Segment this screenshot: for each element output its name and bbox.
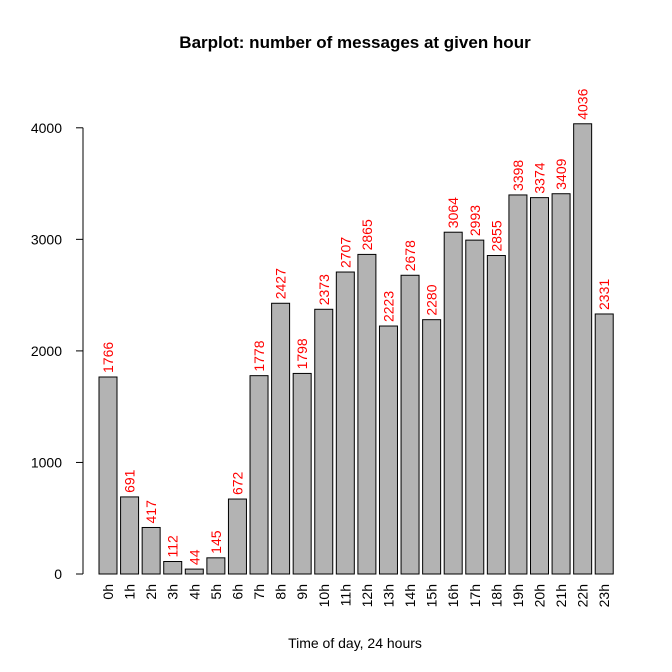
- data-label-7h: 1778: [251, 340, 267, 371]
- bar-18h: [486, 255, 506, 575]
- data-label-15h: 2280: [424, 284, 440, 315]
- bar-15h: [422, 319, 442, 575]
- x-tick-label-12h: 12h: [359, 584, 375, 607]
- bar-16h: [443, 231, 463, 575]
- y-tick-label: 0: [54, 566, 62, 582]
- bar-4h: [184, 568, 204, 575]
- data-label-13h: 2223: [380, 291, 396, 322]
- bars-group: [98, 123, 614, 575]
- x-tick-label-20h: 20h: [532, 584, 548, 607]
- x-tick-label-19h: 19h: [510, 584, 526, 607]
- x-tick-labels-group: 0h 1h 2h 3h 4h 5h 6h 7h 8h 9h 10h 11h 12h 13h 14h 15h 16…: [100, 584, 612, 607]
- x-tick-label-21h: 21h: [553, 584, 569, 607]
- bar-12h: [357, 253, 377, 575]
- bar-11h: [335, 271, 355, 575]
- data-label-21h: 3409: [553, 158, 569, 189]
- data-label-14h: 2678: [402, 240, 418, 271]
- data-label-16h: 3064: [445, 197, 461, 228]
- data-label-9h: 1798: [294, 338, 310, 369]
- bar-3h: [163, 561, 183, 575]
- data-label-3h: 112: [165, 535, 181, 558]
- y-tick-label: 4000: [31, 120, 62, 136]
- x-tick-label-7h: 7h: [251, 584, 267, 600]
- y-tick-label: 1000: [31, 454, 62, 470]
- data-label-11h: 2707: [337, 237, 353, 268]
- x-tick-label-14h: 14h: [402, 584, 418, 607]
- data-label-10h: 2373: [316, 274, 332, 305]
- x-tick-label-22h: 22h: [575, 584, 591, 607]
- bar-23h: [594, 313, 614, 575]
- data-label-22h: 4036: [575, 88, 591, 119]
- x-tick-label-15h: 15h: [424, 584, 440, 607]
- data-labels-group: 1766 691 417 112 44 145 672 1778 2427 1798 2373 270…: [100, 88, 612, 565]
- x-tick-label-16h: 16h: [445, 584, 461, 607]
- chart-title: Barplot: number of messages at given hou…: [179, 33, 531, 52]
- bar-7h: [249, 375, 269, 575]
- data-label-19h: 3398: [510, 160, 526, 191]
- x-tick-label-8h: 8h: [273, 584, 289, 600]
- bar-14h: [400, 274, 420, 575]
- data-label-5h: 145: [208, 530, 224, 554]
- bar-19h: [508, 194, 528, 575]
- data-label-6h: 672: [229, 471, 245, 495]
- x-tick-label-23h: 23h: [596, 584, 612, 607]
- x-tick-label-3h: 3h: [165, 584, 181, 600]
- bar-5h: [206, 557, 226, 575]
- bar-0h: [98, 376, 118, 575]
- data-label-8h: 2427: [273, 268, 289, 299]
- x-tick-label-11h: 11h: [337, 584, 353, 606]
- data-label-0h: 1766: [100, 342, 116, 373]
- data-label-12h: 2865: [359, 219, 375, 250]
- data-label-1h: 691: [122, 469, 138, 493]
- bar-8h: [271, 302, 291, 575]
- x-axis-label: Time of day, 24 hours: [288, 635, 422, 651]
- bar-17h: [465, 239, 485, 575]
- y-tick-label: 3000: [31, 231, 62, 247]
- x-tick-label-0h: 0h: [100, 584, 116, 600]
- bar-10h: [314, 308, 334, 575]
- x-tick-label-13h: 13h: [380, 584, 396, 607]
- x-tick-label-4h: 4h: [186, 584, 202, 600]
- data-label-23h: 2331: [596, 279, 612, 310]
- bar-9h: [292, 372, 312, 575]
- bar-13h: [378, 325, 398, 575]
- x-tick-label-10h: 10h: [316, 584, 332, 607]
- data-label-18h: 2855: [488, 220, 504, 251]
- y-axis: 0 1000 2000 3000 4000: [31, 120, 84, 582]
- y-tick-label: 2000: [31, 343, 62, 359]
- data-label-20h: 3374: [532, 162, 548, 193]
- x-tick-label-18h: 18h: [488, 584, 504, 607]
- x-tick-label-9h: 9h: [294, 584, 310, 600]
- x-tick-label-1h: 1h: [122, 584, 138, 600]
- x-tick-label-17h: 17h: [467, 584, 483, 607]
- bar-21h: [551, 193, 571, 575]
- x-tick-label-5h: 5h: [208, 584, 224, 600]
- bar-6h: [227, 498, 247, 575]
- data-label-17h: 2993: [467, 205, 483, 236]
- bar-20h: [530, 197, 549, 575]
- bar-1h: [120, 496, 140, 575]
- data-label-2h: 417: [143, 500, 159, 524]
- x-tick-label-6h: 6h: [229, 584, 245, 600]
- bar-2h: [141, 526, 161, 575]
- data-label-4h: 44: [186, 549, 202, 565]
- x-tick-label-2h: 2h: [143, 584, 159, 600]
- bar-22h: [573, 123, 593, 575]
